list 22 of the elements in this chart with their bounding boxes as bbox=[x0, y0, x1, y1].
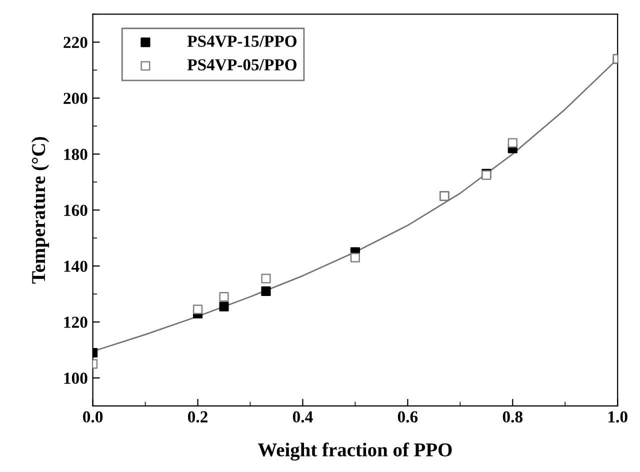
y-tick-label: 180 bbox=[64, 148, 88, 160]
legend-label: PS4VP-05/PPO bbox=[187, 59, 296, 71]
point bbox=[350, 252, 360, 262]
x-tick-label: 0.4 bbox=[292, 411, 313, 423]
point bbox=[219, 302, 229, 312]
y-tick-label: 220 bbox=[64, 36, 88, 48]
y-tick-label: 140 bbox=[64, 260, 88, 272]
x-tick-label: 1.0 bbox=[608, 411, 628, 423]
y-axis-title: Temperature (°C) bbox=[31, 137, 50, 284]
x-tick-label: 0.8 bbox=[502, 411, 523, 423]
x-tick-label: 0.2 bbox=[188, 411, 208, 423]
point bbox=[508, 138, 518, 148]
x-axis-title: Weight fraction of PPO bbox=[258, 442, 452, 461]
point bbox=[261, 286, 271, 296]
legend-label: PS4VP-15/PPO bbox=[187, 36, 296, 47]
y-tick-label: 100 bbox=[64, 372, 88, 384]
point bbox=[192, 304, 203, 314]
x-tick-label: 0.0 bbox=[83, 411, 103, 423]
y-tick-label: 160 bbox=[64, 204, 88, 216]
x-tick-label: 0.6 bbox=[398, 411, 418, 423]
y-tick-label: 120 bbox=[64, 316, 88, 328]
y-tick-label: 200 bbox=[64, 92, 88, 104]
